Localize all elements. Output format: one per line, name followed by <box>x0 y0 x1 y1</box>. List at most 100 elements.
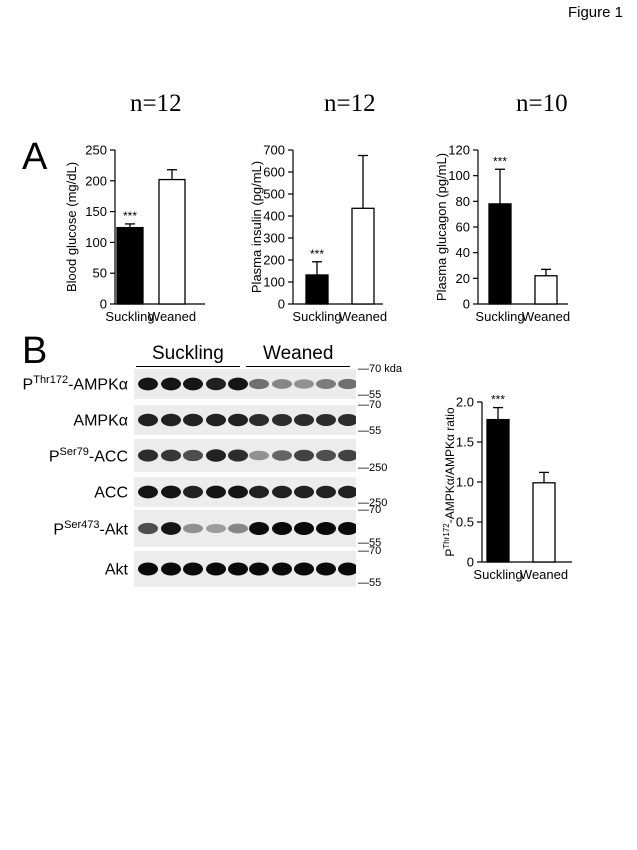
blot-strip <box>134 439 356 472</box>
y-tick-label: 50 <box>93 266 107 281</box>
y-tick-label: 0 <box>467 555 474 570</box>
y-tick-label: 60 <box>456 220 470 235</box>
n-label-glucagon: n=10 <box>516 90 568 117</box>
blot-band <box>138 485 158 499</box>
blot-band <box>161 485 181 499</box>
x-category-label: Suckling <box>105 309 154 324</box>
blot-band <box>206 449 226 462</box>
blot-band <box>138 449 158 462</box>
blot-band <box>183 523 203 534</box>
blot-band <box>206 377 226 391</box>
mw-marker-top: —70 <box>358 399 382 411</box>
n-label-glucose: n=12 <box>130 90 182 117</box>
x-category-label: Weaned <box>520 567 568 582</box>
blot-band <box>338 449 356 462</box>
blood-glucose-chart: 0 50 100 150 200 250 Blood glucose (mg/dL) *** S… <box>64 143 205 324</box>
blot-band <box>249 562 269 576</box>
blot-label: ACC <box>94 484 128 502</box>
blot-band <box>294 485 314 499</box>
blot-band <box>249 450 269 461</box>
y-tick-label: 80 <box>456 194 470 209</box>
blot-band <box>138 562 158 576</box>
blot-band <box>206 485 226 499</box>
blot-label: PSer473-Akt <box>53 518 128 538</box>
y-tick-label: 20 <box>456 271 470 286</box>
y-axis-label: Blood glucose (mg/dL) <box>64 162 79 292</box>
y-tick-label: 300 <box>263 231 285 246</box>
blot-band <box>316 379 336 389</box>
plasma-insulin-chart: 0 100 200 300 400 500 600 700 Plasma insulin (pg… <box>249 143 387 325</box>
blot-label: AMPKα <box>73 412 128 430</box>
y-tick-label: 700 <box>263 143 285 158</box>
bar-suckling <box>305 274 329 305</box>
y-tick-label: 600 <box>263 165 285 180</box>
blot-band <box>272 413 292 427</box>
y-tick-label: 0 <box>100 297 107 312</box>
panel-b-letter: B <box>22 330 48 372</box>
blot-band <box>161 377 181 391</box>
y-tick-label: 1.0 <box>456 475 474 490</box>
blot-band <box>161 562 181 576</box>
panel-a-letter: A <box>22 136 48 178</box>
y-tick-label: 0 <box>278 297 285 312</box>
blot-strip <box>134 405 356 435</box>
blot-band <box>294 379 314 389</box>
y-tick-label: 40 <box>456 245 470 260</box>
bar-weaned <box>534 275 558 305</box>
mw-marker-bottom: —55 <box>358 389 382 401</box>
lane-group-suckling-line <box>136 366 240 367</box>
bar-suckling <box>488 203 512 305</box>
blot-band <box>183 449 203 462</box>
bar-weaned <box>351 207 375 305</box>
y-axis-label: PThr172-AMPKα/AMPKα ratio <box>442 407 457 557</box>
blot-band <box>183 413 203 427</box>
blot-band <box>294 413 314 427</box>
blot-band <box>294 449 314 462</box>
y-tick-label: 1.5 <box>456 435 474 450</box>
blot-label: PThr172-AMPKα <box>22 374 128 394</box>
y-tick-label: 100 <box>448 168 470 183</box>
mw-marker-top: —70 <box>358 545 382 557</box>
x-category-label: Weaned <box>522 309 570 324</box>
blot-band <box>228 523 248 534</box>
blot-band <box>272 562 292 576</box>
y-tick-label: 150 <box>85 204 107 219</box>
bar-weaned <box>532 482 556 563</box>
x-category-label: Suckling <box>292 309 341 324</box>
bar-suckling <box>116 226 144 305</box>
blot-band <box>338 485 356 499</box>
blot-band <box>183 562 203 576</box>
blot-band <box>206 523 226 534</box>
blot-band <box>249 378 269 390</box>
blot-band <box>294 562 314 576</box>
blot-band <box>138 377 158 391</box>
significance-marker: *** <box>310 247 324 261</box>
y-tick-label: 250 <box>85 143 107 158</box>
figure-label: Figure 1 <box>567 4 623 21</box>
blot-band <box>183 485 203 499</box>
bar-weaned <box>158 178 186 305</box>
x-category-label: Weaned <box>148 309 196 324</box>
lane-group-weaned-line <box>246 366 350 367</box>
y-tick-label: 100 <box>263 275 285 290</box>
y-axis-label: Plasma glucagon (pg/mL) <box>434 153 449 301</box>
blot-band <box>161 522 181 535</box>
blot-band <box>161 449 181 462</box>
blot-band <box>316 485 336 499</box>
x-category-label: Suckling <box>475 309 524 324</box>
mw-marker-top: —70 kda <box>358 363 403 375</box>
blot-band <box>249 485 269 499</box>
blot-band <box>316 562 336 576</box>
y-tick-label: 120 <box>448 143 470 158</box>
y-tick-label: 0.5 <box>456 515 474 530</box>
bar-suckling <box>486 418 510 563</box>
y-axis-label: Plasma insulin (pg/mL) <box>249 161 264 293</box>
blot-band <box>272 485 292 499</box>
blot-strip <box>134 369 356 399</box>
blot-strip <box>134 510 356 547</box>
y-tick-label: 100 <box>85 235 107 250</box>
blot-band <box>249 522 269 535</box>
lane-group-weaned: Weaned <box>263 343 334 364</box>
blot-band <box>228 413 248 427</box>
